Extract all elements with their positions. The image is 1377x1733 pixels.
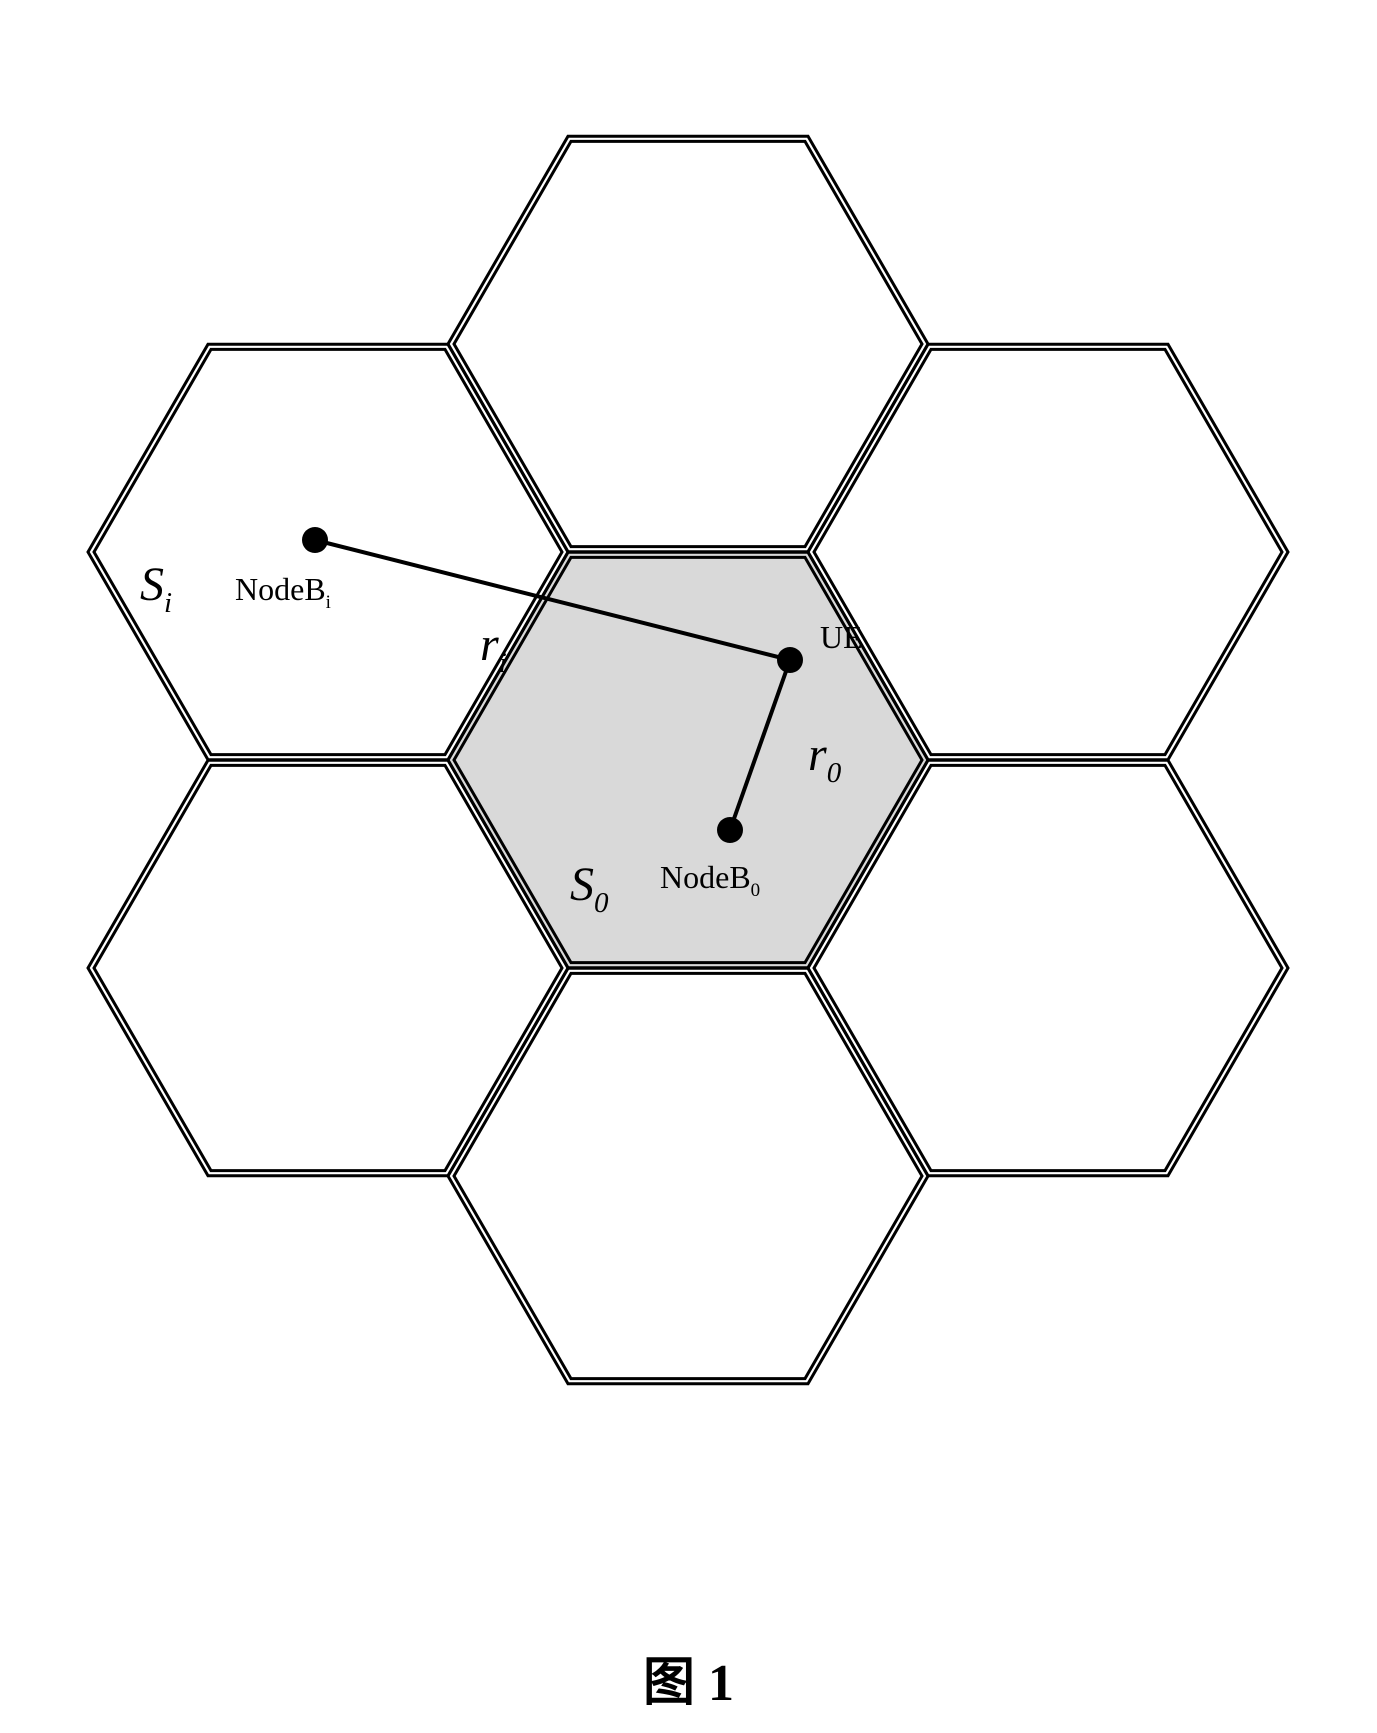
diagram-container: SiNodeBiriUEr0NodeB0S0 图 1 bbox=[0, 0, 1377, 1733]
hex-top bbox=[448, 136, 928, 552]
label-S_i: Si bbox=[140, 558, 172, 619]
label-r_i: ri bbox=[480, 618, 507, 679]
label-NodeB_0: NodeB0 bbox=[660, 859, 760, 901]
figure-caption: 图 1 bbox=[0, 1640, 1377, 1715]
label-NodeB_i: NodeBi bbox=[235, 571, 331, 613]
hex-center-fill bbox=[448, 552, 928, 968]
hex-bottom bbox=[448, 968, 928, 1384]
hexagon-network-svg: SiNodeBiriUEr0NodeB0S0 bbox=[0, 0, 1377, 1733]
node-NodeB_0 bbox=[717, 817, 743, 843]
node-UE bbox=[777, 647, 803, 673]
node-NodeB_i bbox=[302, 527, 328, 553]
label-UE: UE bbox=[820, 619, 863, 655]
